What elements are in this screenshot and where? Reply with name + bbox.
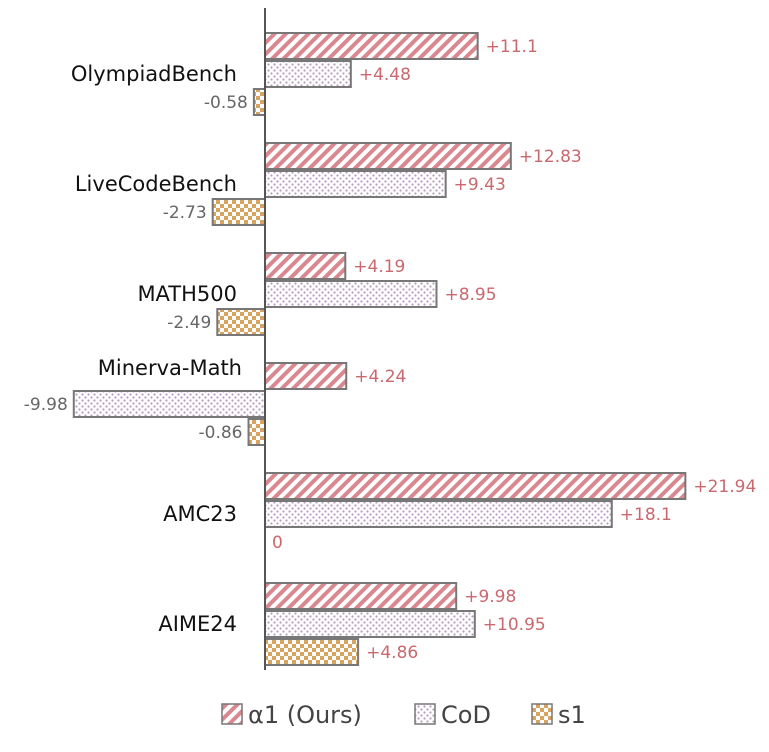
value-label-s1-livecodebench: -2.73 bbox=[163, 203, 207, 223]
bar-1-ours-livecodebench bbox=[264, 142, 512, 170]
value-label-1-ours-math500: +4.19 bbox=[353, 257, 405, 277]
category-label-aime24: AIME24 bbox=[158, 612, 237, 636]
category-label-amc23: AMC23 bbox=[163, 502, 237, 526]
bar-cod-minerva-math bbox=[72, 390, 266, 418]
legend-swatch-1-ours bbox=[221, 703, 243, 725]
category-label-olympiadbench: OlympiadBench bbox=[71, 62, 237, 86]
bar-1-ours-math500 bbox=[264, 252, 347, 280]
value-label-cod-aime24: +10.95 bbox=[483, 615, 546, 635]
value-label-1-ours-livecodebench: +12.83 bbox=[519, 147, 582, 167]
bar-cod-math500 bbox=[264, 280, 438, 308]
legend-label-1-ours: α1 (Ours) bbox=[248, 701, 362, 729]
bar-s1-livecodebench bbox=[211, 198, 267, 226]
legend-label-cod: CoD bbox=[441, 701, 491, 729]
value-label-s1-math500: -2.49 bbox=[167, 313, 211, 333]
category-label-livecodebench: LiveCodeBench bbox=[75, 172, 237, 196]
bars-layer bbox=[72, 32, 687, 666]
value-label-cod-minerva-math: -9.98 bbox=[24, 395, 68, 415]
bar-1-ours-olympiadbench bbox=[264, 32, 479, 60]
value-label-1-ours-olympiadbench: +11.1 bbox=[486, 37, 538, 57]
value-label-cod-math500: +8.95 bbox=[444, 285, 496, 305]
bar-s1-minerva-math bbox=[247, 418, 266, 446]
value-label-s1-minerva-math: -0.86 bbox=[199, 423, 243, 443]
legend-swatch-cod bbox=[414, 703, 436, 725]
bar-1-ours-amc23 bbox=[264, 472, 687, 500]
bar-s1-olympiadbench bbox=[252, 88, 267, 116]
bar-s1-aime24 bbox=[264, 638, 360, 666]
value-label-1-ours-aime24: +9.98 bbox=[464, 587, 516, 607]
value-label-cod-olympiadbench: +4.48 bbox=[359, 65, 411, 85]
value-label-s1-amc23: 0 bbox=[272, 533, 283, 553]
bar-1-ours-aime24 bbox=[264, 582, 458, 610]
labels-layer: +11.1 +4.48 -0.58 OlympiadBench +12.83 +9.43 -… bbox=[24, 37, 757, 663]
value-label-1-ours-minerva-math: +4.24 bbox=[354, 367, 406, 387]
bar-s1-math500 bbox=[216, 308, 266, 336]
value-label-1-ours-amc23: +21.94 bbox=[693, 477, 756, 497]
bar-cod-livecodebench bbox=[264, 170, 447, 198]
legend-swatch-s1 bbox=[531, 703, 553, 725]
legend: α1 (Ours) CoD s1 bbox=[221, 701, 586, 729]
value-label-cod-amc23: +18.1 bbox=[620, 505, 672, 525]
category-label-math500: MATH500 bbox=[137, 282, 237, 306]
bar-cod-olympiadbench bbox=[264, 60, 352, 88]
bar-cod-amc23 bbox=[264, 500, 613, 528]
bar-cod-aime24 bbox=[264, 610, 476, 638]
legend-label-s1: s1 bbox=[558, 701, 586, 729]
category-label-minerva-math: Minerva-Math bbox=[98, 356, 242, 380]
value-label-s1-olympiadbench: -0.58 bbox=[204, 93, 248, 113]
bar-1-ours-minerva-math bbox=[264, 362, 348, 390]
value-label-s1-aime24: +4.86 bbox=[366, 643, 418, 663]
value-label-cod-livecodebench: +9.43 bbox=[454, 175, 506, 195]
